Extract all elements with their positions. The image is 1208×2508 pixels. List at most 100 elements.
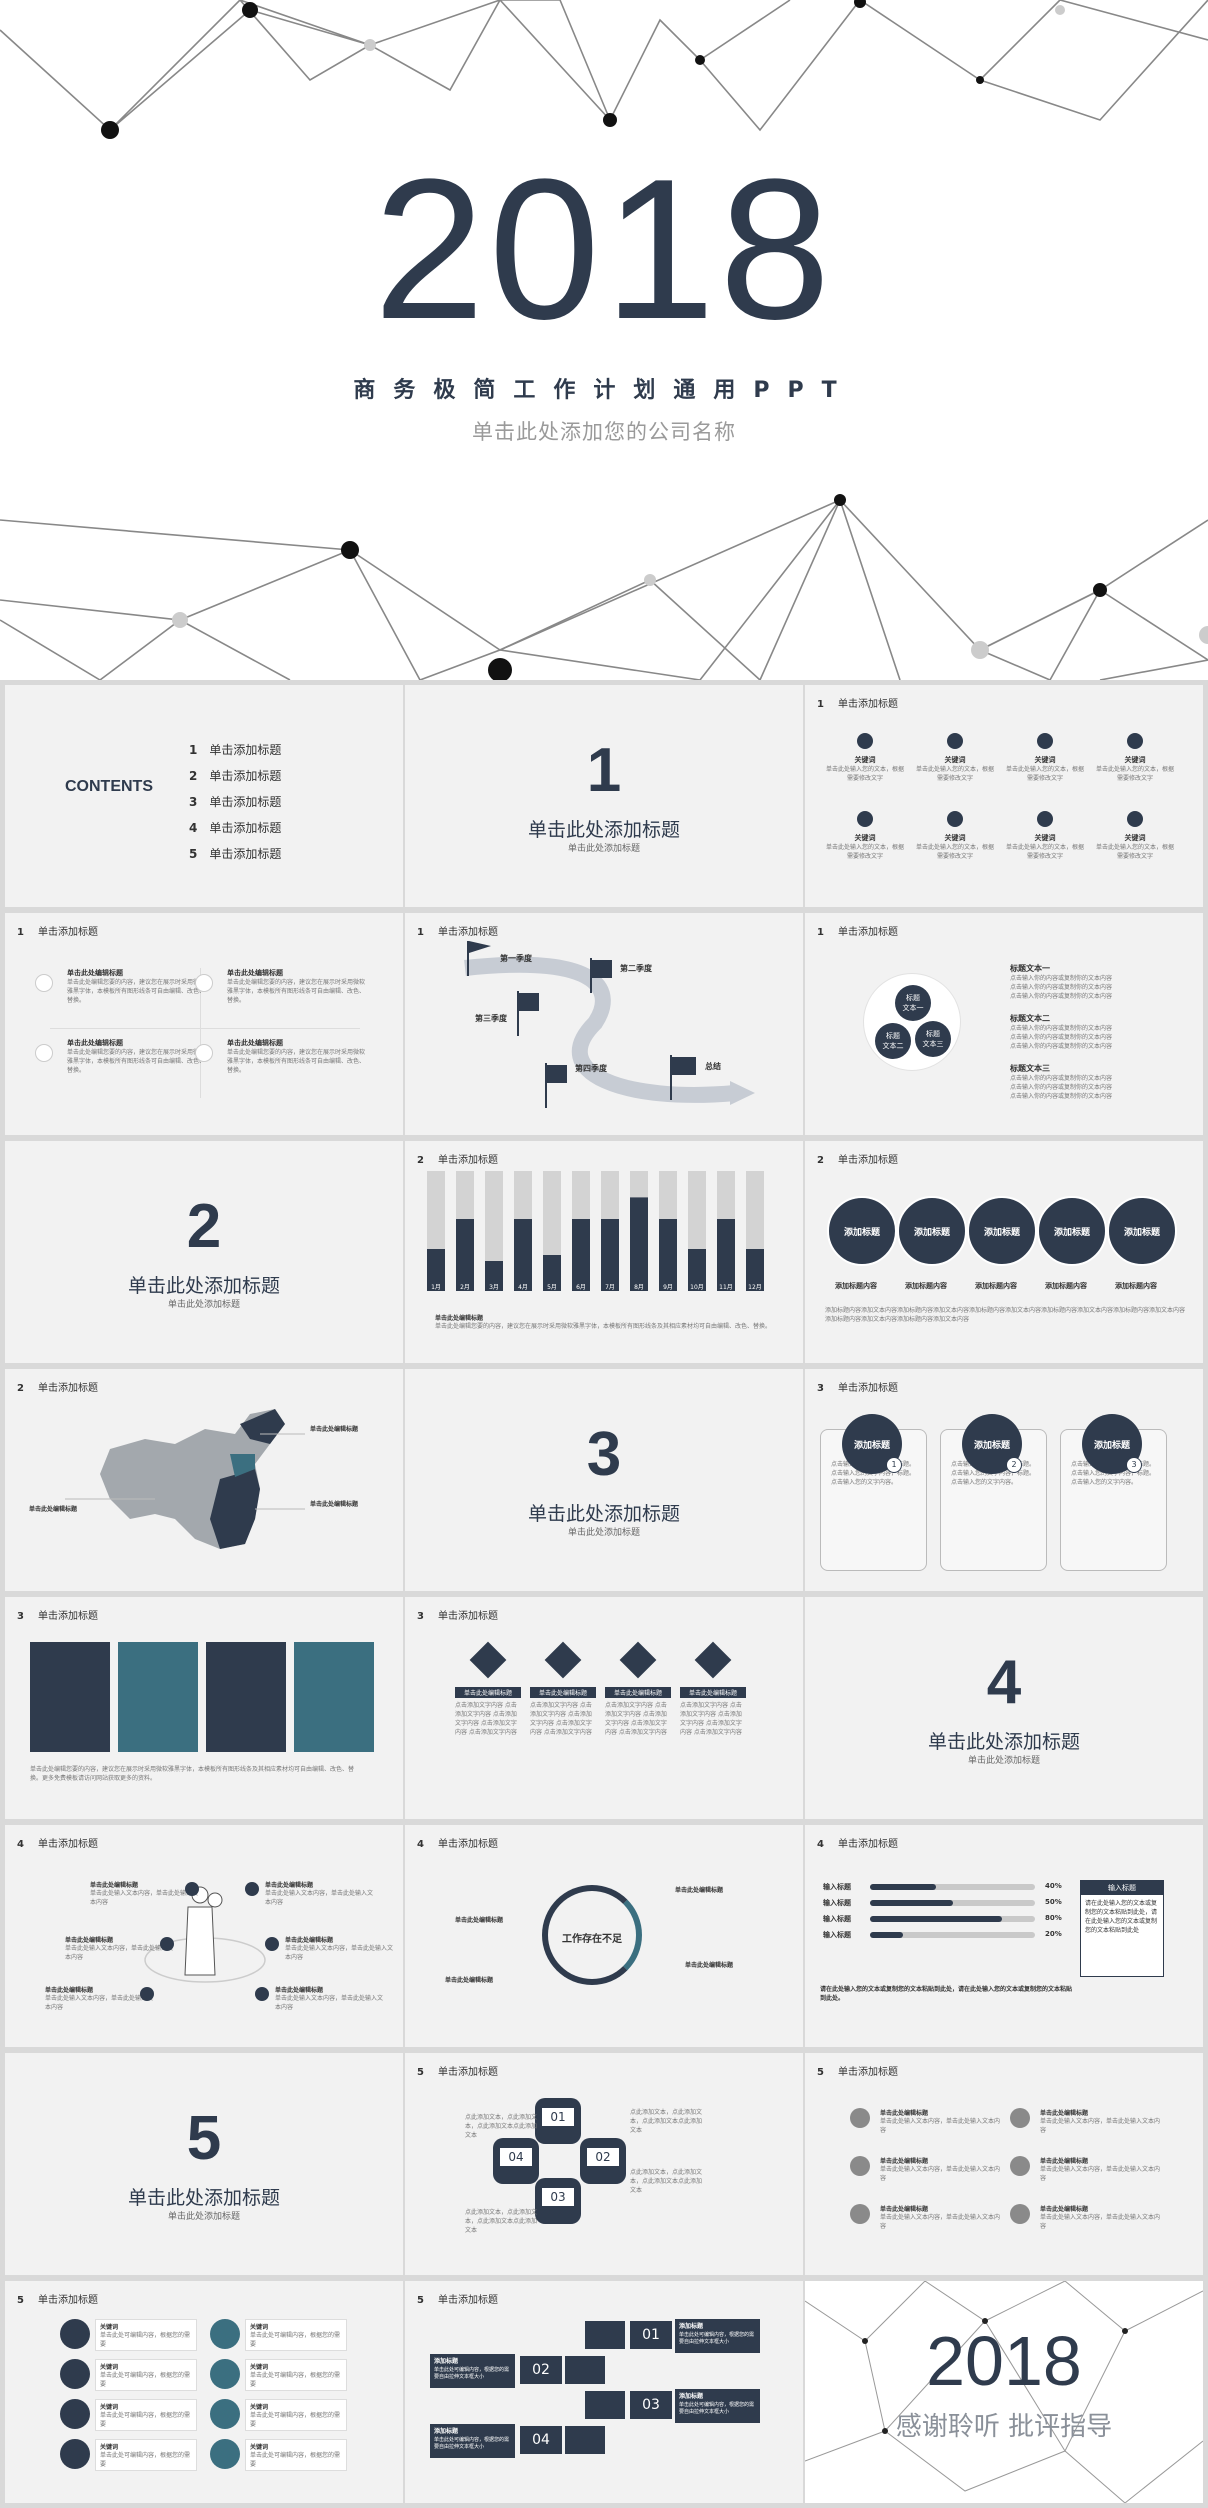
circle-content-label: 添加标题内容 [835, 1282, 877, 1290]
step-text: 添加标题 单击此处可编辑内容，根据您的需要自由拉伸文本框大小 [430, 2354, 515, 2388]
people-point: 单击此处编辑标题 单击此处输入文本内容，单击此处输入文本内容 [90, 1882, 199, 1906]
bar-label: 9月 [663, 1284, 673, 1291]
slide-header: 3 单击添加标题 [817, 1383, 898, 1394]
progress-label: 输入标题 [823, 1883, 851, 1891]
progress-fill [870, 1900, 953, 1906]
bar-label: 7月 [605, 1284, 615, 1291]
four-panels-slide[interactable]: 3 单击添加标题 单击此处编辑您要的内容，建议您在展示时采用微软雅黑字体，本模板所… [5, 1597, 403, 1819]
section-title: 单击此处添加标题 [527, 819, 680, 841]
ending-slide[interactable]: 2018 感谢聆听 批评指导 [805, 2281, 1203, 2503]
five-circles-slide[interactable]: 2 单击添加标题 添加标题 添加标题内容 添加标题 添加标题内容 添加标题 添加标题内容 添加… [805, 1141, 1203, 1363]
title-circle[interactable]: 添加标题 [967, 1196, 1037, 1266]
keyword-item: 关键词 单击此处输入您的文本，根据需要修改文字 [915, 733, 995, 783]
bar [717, 1219, 735, 1291]
map-slide[interactable]: 2 单击添加标题 单击此处编辑标题 单击此处编辑标题 单击此处编辑标题 [5, 1369, 403, 1591]
roadmap-graphic [464, 941, 755, 1108]
title-circle[interactable]: 添加标题 [1037, 1196, 1107, 1266]
four-diamonds-slide[interactable]: 3 单击添加标题 单击此处编辑标题 点击添加文字内容 点击添加文字内容 点击添加文字… [405, 1597, 803, 1819]
slide-header: 2 单击添加标题 [17, 1383, 98, 1394]
people-point: 单击此处编辑标题 单击此处输入文本内容，单击此处输入文本内容 [45, 1987, 154, 2011]
section-slide-5[interactable]: 5 单击此处添加标题 单击此处添加标题 [5, 2053, 403, 2275]
six-points-slide[interactable]: 5 单击添加标题 单击此处编辑标题 单击此处输入文本内容，单击此处输入文本内容 单击此… [805, 2053, 1203, 2275]
contents-item[interactable]: 2 单击添加标题 [189, 769, 282, 783]
problem-circle-slide[interactable]: 4 单击添加标题 工作存在不足 单击此处编辑标题 单击此处编辑标题 单击此处编辑标… [405, 1825, 803, 2047]
cup-icon [947, 733, 963, 749]
slide-header: 5 单击添加标题 [417, 2295, 498, 2306]
point-icon [1010, 2156, 1030, 2176]
section-slide-2[interactable]: 2 单击此处添加标题 单击此处添加标题 [5, 1141, 403, 1363]
icon-list-box: 关键词 单击此处可编辑内容，根据您的需要 [95, 2359, 197, 2391]
point-icon [850, 2204, 870, 2224]
section-title: 单击此处添加标题 [127, 1275, 280, 1297]
trophy-icon [1127, 733, 1143, 749]
cover-company-placeholder[interactable]: 单击此处添加您的公司名称 [472, 420, 736, 444]
step-text: 添加标题 单击此处可编辑内容，根据您的需要自由拉伸文本框大小 [675, 2389, 760, 2423]
quad-octagon-slide[interactable]: 5 单击添加标题 01 02 03 04 点此添加文本，点此添加文本，点此添加文本点此添加… [405, 2053, 803, 2275]
progress-slide[interactable]: 4 单击添加标题 输入标题 40% 输入标题 50% 输入标题 80% 输入标题 20% 输入标… [805, 1825, 1203, 2047]
bank-icon [60, 2319, 90, 2349]
contents-slide[interactable]: CONTENTS 1 单击添加标题 2 单击添加标题 3 单击添加标题 4 单击添加标题 5 单击… [5, 685, 403, 907]
input-box[interactable]: 输入标题 请在此处输入您的文本或复制您的文本粘贴到此处，请在此处输入您的文本或复… [1080, 1880, 1164, 1977]
tag-icon [585, 2321, 625, 2349]
bar [543, 1255, 561, 1291]
bar-chart-slide[interactable]: 2 单击添加标题 1月 2月 3月 4月 5月 6月 7月 8月 9月 10月 11月 12月 单击此处… [405, 1141, 803, 1363]
contents-list: 1 单击添加标题 2 单击添加标题 3 单击添加标题 4 单击添加标题 5 单击添加标题 [189, 741, 281, 871]
icon-list-box: 关键词 单击此处可编辑内容，根据您的需要 [95, 2319, 197, 2351]
section-slide-3[interactable]: 3 单击此处添加标题 单击此处添加标题 [405, 1369, 803, 1591]
problem-point-4: 单击此处编辑标题 [685, 1962, 734, 1969]
steps-slide[interactable]: 5 单击添加标题 01 添加标题 单击此处可编辑内容，根据您的需要自由拉伸文本框大小 0… [405, 2281, 803, 2503]
bar-label: 8月 [634, 1284, 644, 1291]
bar-label: 5月 [547, 1284, 557, 1291]
quad-number: 04 [500, 2148, 532, 2166]
magnet-icon [857, 733, 873, 749]
card-title-circle: 添加标题 [842, 1414, 902, 1474]
slide-header: 4 单击添加标题 [417, 1839, 498, 1850]
title-circle[interactable]: 添加标题 [897, 1196, 967, 1266]
gear-icon [544, 1641, 582, 1679]
slide-header: 1 单击添加标题 [417, 927, 498, 938]
bar-label: 12月 [748, 1284, 762, 1291]
section-slide-1[interactable]: 1 单击此处添加标题 单击此处添加标题 [405, 685, 803, 907]
cover-year: 2018 [373, 138, 835, 361]
section-subtitle: 单击此处添加标题 [567, 844, 640, 854]
four-points-slide[interactable]: 1 单击添加标题 单击此处编辑标题 单击此处编辑您要的内容，建议您在展示时采用微软雅… [5, 913, 403, 1135]
rocket-icon [1037, 811, 1053, 827]
title-circle[interactable]: 添加标题 [1107, 1196, 1177, 1266]
venn-slide[interactable]: 1 单击添加标题 标题 文本一 标题 文本二 标题 文本三 标题文本一 点击输入你的内容… [805, 913, 1203, 1135]
contents-item[interactable]: 5 单击添加标题 [189, 847, 282, 861]
contents-item[interactable]: 3 单击添加标题 [189, 795, 282, 809]
contents-item[interactable]: 1 单击添加标题 [189, 743, 282, 757]
cover-slide[interactable]: 2018 商务极简工作计划通用PPT 单击此处添加您的公司名称 [0, 0, 1208, 680]
roadmap-slide[interactable]: 1 单击添加标题 第一季度 第二季度 第三季度 第四季度 总结 [405, 913, 803, 1135]
progress-track [870, 1900, 1035, 1906]
slide-header: 1 单击添加标题 [817, 699, 898, 710]
title-circle[interactable]: 添加标题 [827, 1196, 897, 1266]
bar [659, 1219, 677, 1291]
people-slide[interactable]: 4 单击添加标题 单击此处编辑标题 单击此处输入文本内容，单击此处输入文本内容单击此… [5, 1825, 403, 2047]
cover-subtitle: 商务极简工作计划通用PPT [353, 378, 855, 403]
progress-value: 20% [1045, 1930, 1062, 1938]
icon-list-slide[interactable]: 5 单击添加标题 关键词 单击此处可编辑内容，根据您的需要 关键词 单击此处可编辑内容，… [5, 2281, 403, 2503]
section-number: 4 [986, 1648, 1022, 1717]
anchor-icon [195, 1044, 213, 1062]
progress-fill [870, 1916, 1002, 1922]
point-text: 单击此处编辑标题 单击此处输入文本内容，单击此处输入文本内容 [1040, 2206, 1161, 2230]
hourglass-icon [210, 2399, 240, 2429]
card-number: 1 [886, 1457, 902, 1473]
slide-header: 4 单击添加标题 [817, 1839, 898, 1850]
progress-value: 80% [1045, 1914, 1062, 1922]
contents-item[interactable]: 4 单击添加标题 [189, 821, 282, 835]
house-icon [469, 1641, 507, 1679]
card-number: 3 [1126, 1457, 1142, 1473]
problem-label: 工作存在不足 [562, 1934, 622, 1945]
bar [456, 1219, 474, 1291]
map-label-right: 单击此处编辑标题 [310, 1501, 359, 1508]
section-slide-4[interactable]: 4 单击此处添加标题 单击此处添加标题 [805, 1597, 1203, 1819]
slide-header: 4 单击添加标题 [17, 1839, 98, 1850]
thumbs-up-icon [35, 974, 53, 992]
people-point: 单击此处编辑标题 单击此处输入文本内容，单击此处输入文本内容 [65, 1937, 174, 1961]
icon-list-box: 关键词 单击此处可编辑内容，根据您的需要 [95, 2439, 197, 2471]
step-text: 添加标题 单击此处可编辑内容，根据您的需要自由拉伸文本框大小 [430, 2424, 515, 2458]
keyword-icons-slide[interactable]: 1 单击添加标题 关键词 单击此处输入您的文本，根据需要修改文字 关键词 单击此处输入您… [805, 685, 1203, 907]
